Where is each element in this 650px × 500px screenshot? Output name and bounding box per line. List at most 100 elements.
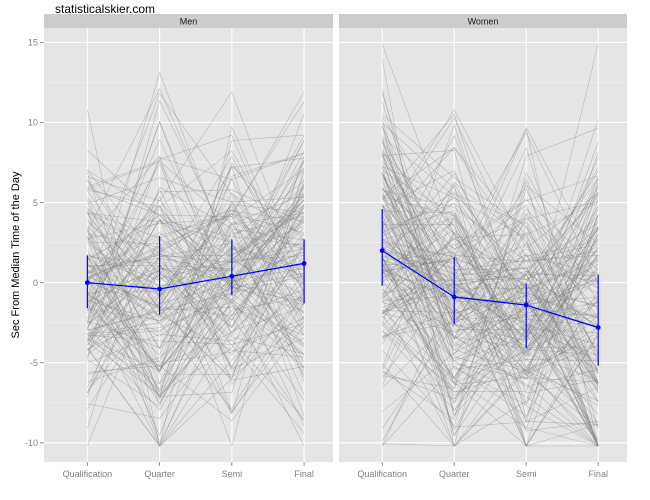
athlete-line [381,92,599,323]
athlete-line [382,257,599,356]
athlete-line [381,43,599,358]
series-line [87,262,305,290]
athlete-line [87,194,305,404]
athlete-line [87,211,305,341]
athlete-line [87,186,305,398]
y-axis-label: Sec From Median Time of the Day [10,171,22,338]
data-point [451,294,457,300]
athlete-line [381,101,599,333]
athlete-line [382,223,599,447]
athlete-line [87,113,305,388]
athlete-line [87,157,305,392]
facet-strip [339,14,627,28]
athlete-line [87,149,305,413]
athlete-lines [87,71,305,447]
athlete-line [382,256,599,447]
athlete-line [87,153,305,320]
athlete-line [382,217,599,405]
athlete-line [381,212,599,364]
athlete-line [87,207,305,280]
athlete-line [382,222,599,270]
athlete-line [87,206,305,314]
athlete-line [87,199,305,372]
y-axis: -10 -5 0 5 10 15 [25,38,44,448]
athlete-line [381,218,599,298]
athlete-line [381,237,599,305]
athlete-line [382,247,599,339]
athlete-line [87,227,305,350]
athlete-line [382,259,599,402]
athlete-line [381,202,599,315]
athlete-line [87,207,305,354]
athlete-line [381,229,599,447]
athlete-line [87,190,305,297]
athlete-line [382,166,599,447]
athlete-line [381,154,599,350]
athlete-line [87,140,305,270]
athlete-line [87,183,305,379]
athlete-line [87,208,305,375]
athlete-line [381,175,599,319]
athlete-lines [381,43,599,447]
athlete-line [381,154,599,417]
athlete-line [382,114,599,393]
athlete-line [381,205,599,386]
athlete-line [382,152,599,363]
data-point [523,302,529,308]
athlete-line [87,256,305,414]
athlete-line [382,269,599,348]
athlete-line [87,180,305,334]
athlete-line [381,141,599,342]
athlete-line [87,229,305,396]
panels: Men Qualification Quarter Semi Final Women Qua… [25,14,627,479]
athlete-line [87,99,305,358]
athlete-line [381,152,599,349]
athlete-line [381,213,599,412]
athlete-line [381,204,599,383]
athlete-line [382,202,599,329]
athlete-line [87,166,305,382]
athlete-line [87,155,305,343]
athlete-line [87,135,305,366]
athlete-line [381,171,599,379]
athlete-line [382,243,599,415]
athlete-line [87,196,305,343]
athlete-line [382,273,599,447]
athlete-line [87,213,305,407]
athlete-line [87,215,305,417]
athlete-line [382,128,599,389]
athlete-line [87,210,305,277]
athlete-line [381,125,599,356]
athlete-line [382,220,599,345]
athlete-line [381,122,599,290]
athlete-line [87,213,305,346]
athlete-line [381,240,599,447]
athlete-line [87,275,305,337]
athlete-line [87,161,305,302]
athlete-line [381,310,599,447]
athlete-line [87,215,305,309]
athlete-line [87,150,305,281]
athlete-line [87,92,305,287]
athlete-line [87,285,305,397]
athlete-line [381,193,599,370]
athlete-line [382,187,599,420]
athlete-line [382,233,599,387]
athlete-line [87,162,305,372]
athlete-line [87,213,305,372]
athlete-line [87,228,305,421]
athlete-line [382,197,599,326]
athlete-line [381,147,599,257]
athlete-line [381,148,599,372]
athlete-line [87,186,305,291]
x-tick-label: Final [294,469,314,479]
athlete-line [382,149,599,419]
athlete-line [87,199,305,288]
athlete-line [382,251,599,374]
athlete-line [382,208,599,327]
median-series [84,236,307,315]
athlete-line [87,195,305,447]
athlete-line [87,167,305,355]
athlete-line [381,173,599,325]
athlete-line [381,43,599,338]
